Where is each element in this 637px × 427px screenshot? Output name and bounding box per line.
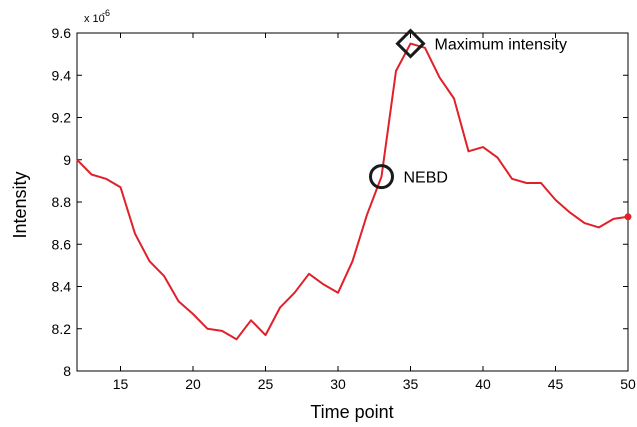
nebd-label: NEBD [404,170,448,187]
x-tick-label: 20 [185,376,201,392]
x-tick-label: 35 [403,376,419,392]
x-tick-label: 25 [258,376,274,392]
x-tick-label: 15 [113,376,129,392]
y-tick-label: 9.2 [52,110,72,126]
y-tick-label: 8.8 [52,194,72,210]
y-tick-label: 8 [63,363,71,379]
series [76,42,632,341]
y-tick-label: 8.2 [52,321,72,337]
series-line [76,42,629,341]
y-scale-multiplier: x 10 [84,13,105,25]
plot-frame [76,32,629,372]
maximum-label: Maximum intensity [435,37,567,54]
maximum-marker [395,28,426,59]
x-tick-label: 50 [620,376,636,392]
y-scale-exponent: -6 [102,8,110,18]
x-axis-title: Time point [310,402,393,422]
x-tick-label: 30 [330,376,346,392]
axes [76,32,629,372]
y-axis-title: Intensity [10,171,30,238]
y-tick-label: 8.4 [52,279,72,295]
y-tick-label: 9 [63,152,71,168]
annotations: NEBD Maximum intensity [369,28,567,190]
ticks: 15 20 25 30 35 40 45 50 8 8.2 8.4 8.6 8.8 9 9.2 9.4 9.6 [52,25,636,392]
x-tick-label: 40 [475,376,491,392]
y-tick-label: 8.6 [52,236,72,252]
series-end-point [624,213,632,221]
nebd-marker [369,164,394,190]
x-tick-label: 45 [548,376,564,392]
y-tick-label: 9.4 [52,67,72,83]
y-tick-label: 9.6 [52,25,72,41]
